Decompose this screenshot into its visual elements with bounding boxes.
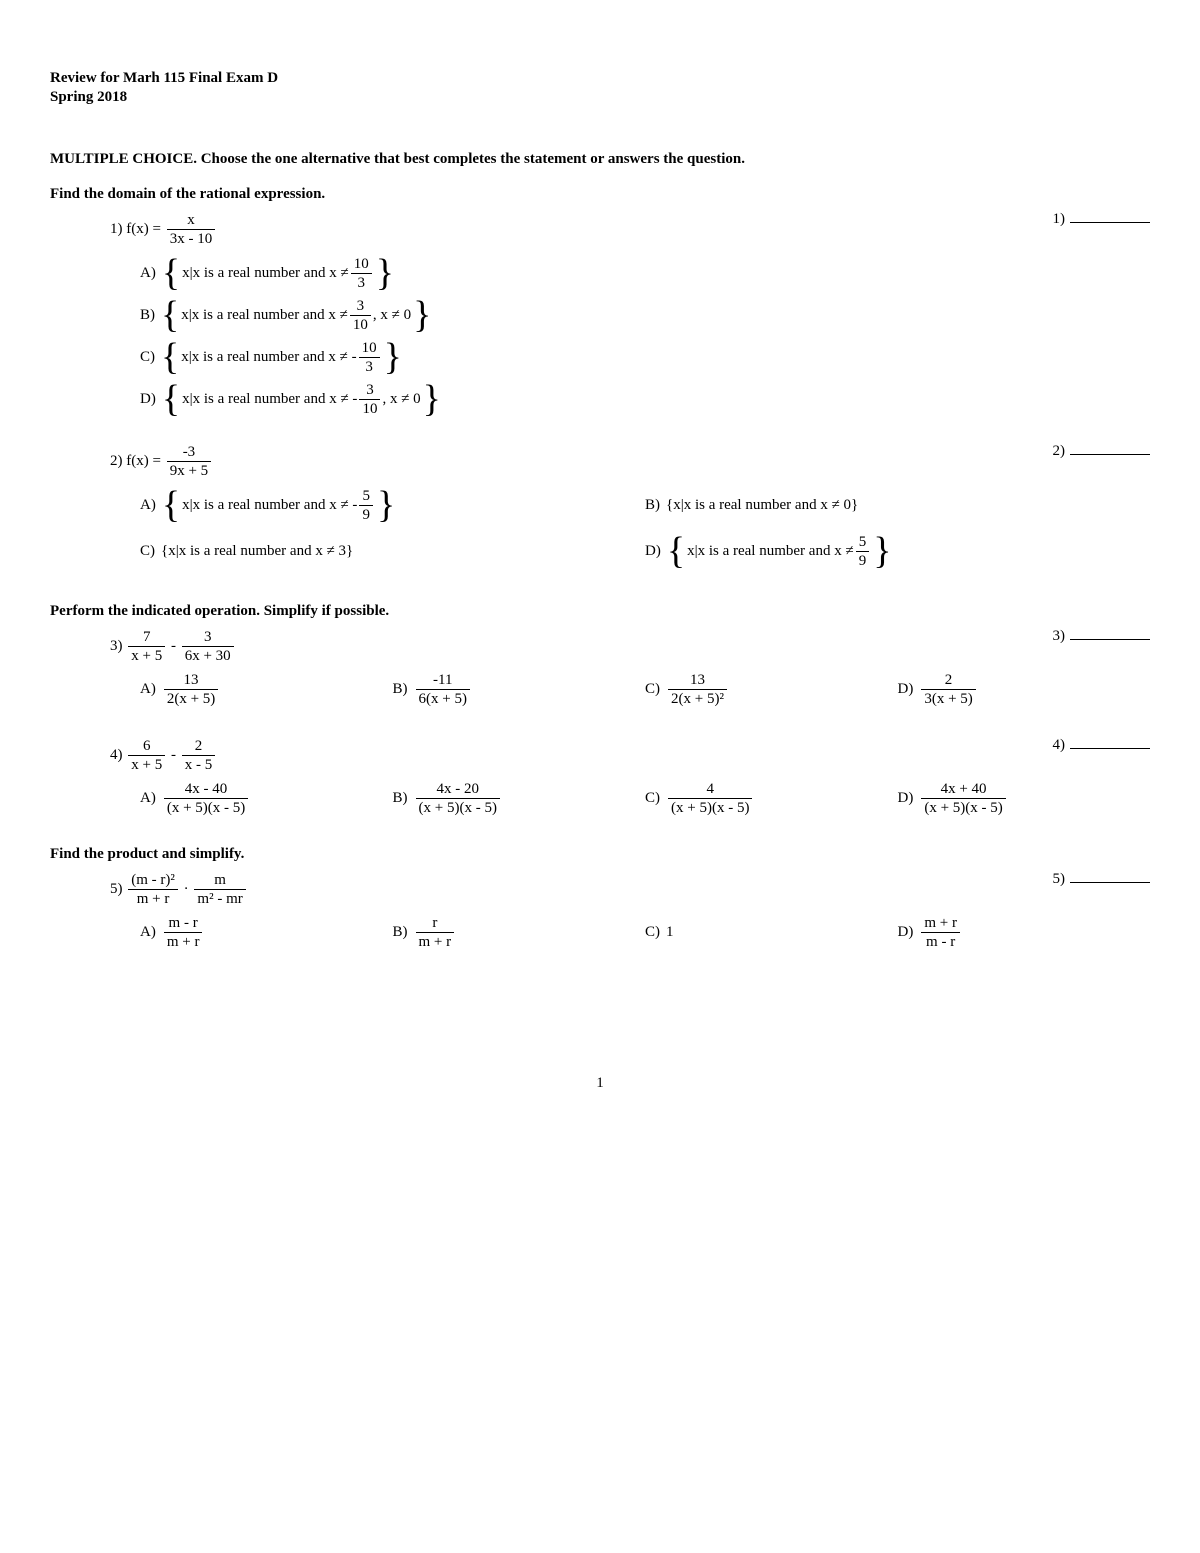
q2-choices: A) {x|x is a real number and x ≠ - 59} B… (140, 486, 1150, 578)
answer-blank-5: 5) (1053, 871, 1151, 888)
answer-blank-4: 4) (1053, 737, 1151, 754)
q1-choice-a: A) {x|x is a real number and x ≠ 103} (140, 254, 1150, 292)
answer-blank-2: 2) (1053, 443, 1151, 460)
q2-choice-b: B) {x|x is a real number and x ≠ 0} (645, 486, 1150, 524)
q3-choice-a: A)132(x + 5) (140, 671, 393, 708)
q5-choice-b: B)rm + r (393, 914, 646, 951)
q1-choice-c: C) {x|x is a real number and x ≠ - 103} (140, 338, 1150, 376)
page-number: 1 (50, 1075, 1150, 1092)
q4-choice-b: B)4x - 20(x + 5)(x - 5) (393, 780, 646, 817)
q5-choice-a: A)m - rm + r (140, 914, 393, 951)
q5-choices: A)m - rm + r B)rm + r C)1 D)m + rm - r (140, 914, 1150, 955)
q4-choice-d: D)4x + 40(x + 5)(x - 5) (898, 780, 1151, 817)
section-title-2: Perform the indicated operation. Simplif… (50, 603, 1150, 620)
question-3: 3) 3) 7x + 5 - 36x + 30 A)132(x + 5) B)-… (110, 628, 1150, 712)
q2-choice-d: D) {x|x is a real number and x ≠ 59} (645, 532, 1150, 570)
q1-stem: 1) f(x) = x3x - 10 (110, 211, 1150, 248)
q4-choice-c: C)4(x + 5)(x - 5) (645, 780, 898, 817)
question-4: 4) 4) 6x + 5 - 2x - 5 A)4x - 40(x + 5)(x… (110, 737, 1150, 821)
q1-choice-d: D) {x|x is a real number and x ≠ - 310, … (140, 380, 1150, 418)
q3-choice-b: B)-116(x + 5) (393, 671, 646, 708)
doc-term: Spring 2018 (50, 89, 1150, 106)
question-2: 2) 2) f(x) = -39x + 5 A) {x|x is a real … (110, 443, 1150, 578)
q4-choice-a: A)4x - 40(x + 5)(x - 5) (140, 780, 393, 817)
q4-stem: 4) 6x + 5 - 2x - 5 (110, 737, 1150, 774)
answer-blank-3: 3) (1053, 628, 1151, 645)
q5-choice-d: D)m + rm - r (898, 914, 1151, 951)
answer-blank-1: 1) (1053, 211, 1151, 228)
q2-stem: 2) f(x) = -39x + 5 (110, 443, 1150, 480)
section-title-1: Find the domain of the rational expressi… (50, 186, 1150, 203)
q3-choice-c: C)132(x + 5)² (645, 671, 898, 708)
q5-stem: 5) (m - r)²m + r · mm² - mr (110, 871, 1150, 908)
q2-choice-a: A) {x|x is a real number and x ≠ - 59} (140, 486, 645, 524)
question-5: 5) 5) (m - r)²m + r · mm² - mr A)m - rm … (110, 871, 1150, 955)
q4-choices: A)4x - 40(x + 5)(x - 5) B)4x - 20(x + 5)… (140, 780, 1150, 821)
q3-choice-d: D)23(x + 5) (898, 671, 1151, 708)
q1-choices: A) {x|x is a real number and x ≠ 103} B)… (140, 254, 1150, 418)
doc-title: Review for Marh 115 Final Exam D (50, 70, 1150, 87)
q5-choice-c: C)1 (645, 914, 898, 951)
question-1: 1) 1) f(x) = x3x - 10 A) {x|x is a real … (110, 211, 1150, 418)
q3-choices: A)132(x + 5) B)-116(x + 5) C)132(x + 5)²… (140, 671, 1150, 712)
q1-choice-b: B) {x|x is a real number and x ≠ 310, x … (140, 296, 1150, 334)
q3-stem: 3) 7x + 5 - 36x + 30 (110, 628, 1150, 665)
section-title-3: Find the product and simplify. (50, 846, 1150, 863)
instructions: MULTIPLE CHOICE. Choose the one alternat… (50, 151, 1150, 168)
q2-choice-c: C) {x|x is a real number and x ≠ 3} (140, 532, 645, 570)
